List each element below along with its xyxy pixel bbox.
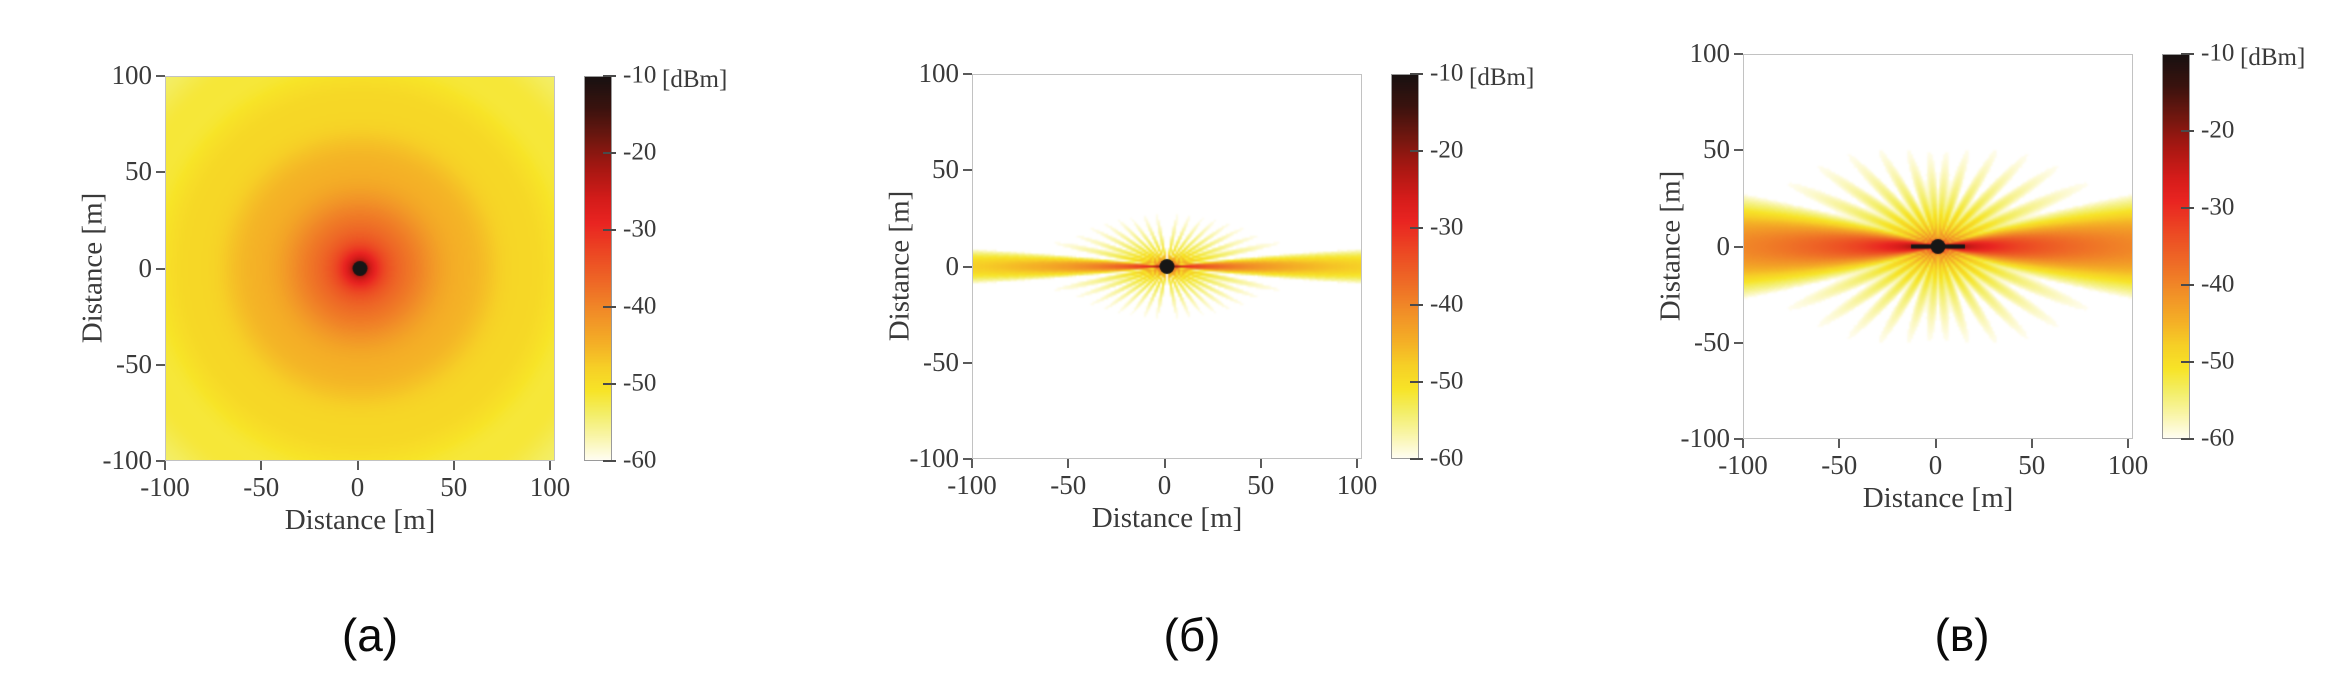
heatmap-canvas-b [973, 75, 1361, 458]
colorbar-tick-label: -30 [2201, 193, 2235, 221]
y-tick-label: 0 [138, 252, 153, 283]
colorbar-unit-label: [dBm] [1469, 64, 1535, 91]
colorbar-tick-label: -30 [1430, 213, 1464, 241]
x-tick-label: 0 [350, 472, 365, 502]
subplot-caption-a: (а) [341, 609, 399, 661]
colorbar-unit-label: [dBm] [2240, 44, 2306, 71]
colorbar-tick-label: -20 [623, 138, 657, 166]
colorbar-tick-label: -30 [623, 215, 657, 243]
colorbar-tick-label: -50 [2201, 347, 2235, 375]
y-tick-label: -50 [116, 348, 152, 379]
colorbar-tick-label: -60 [2201, 424, 2235, 452]
y-tick-label: 100 [1689, 37, 1731, 68]
colorbar-tick-label: -40 [623, 292, 657, 320]
x-tick-label: -100 [947, 470, 997, 500]
heatmap-canvas-a [166, 77, 554, 460]
x-tick-label: -100 [1718, 450, 1768, 480]
subplot-a: Distance [m] 100 50 0 -50 -100 -100 -50 … [76, 59, 728, 661]
colorbar-tick-label: -10 [623, 61, 657, 89]
heatmap-canvas-v [1744, 55, 2132, 438]
x-tick-label: -50 [243, 472, 280, 502]
heatmap-plot-v [1743, 54, 2133, 439]
y-tick-label: 50 [1703, 134, 1730, 165]
colorbar-tick-label: -50 [623, 369, 657, 397]
colorbar-tick-label: -10 [2201, 39, 2235, 67]
colorbar-canvas-a [585, 77, 611, 460]
colorbar-tick-label: -50 [1430, 367, 1464, 395]
x-tick-label: 100 [529, 472, 571, 502]
x-tick-label: 100 [1336, 470, 1378, 500]
heatmap-plot-b [972, 74, 1362, 459]
y-tick-label: 0 [1716, 230, 1731, 261]
x-tick-label: -50 [1050, 470, 1087, 500]
colorbar-tick-label: -10 [1430, 59, 1464, 87]
y-tick-label: -50 [923, 346, 959, 377]
x-tick-label: 50 [1247, 470, 1275, 500]
x-tick-label: -100 [140, 472, 190, 502]
subplot-caption-v: (в) [1934, 609, 1990, 661]
subplot-v: Distance [m] 100 50 0 -50 -100 -100 -50 … [1654, 37, 2306, 661]
y-tick-label: 100 [918, 57, 960, 88]
x-axis-label-v: Distance [m] [1862, 482, 2014, 514]
x-tick-label: 100 [2107, 450, 2149, 480]
y-tick-label: 50 [125, 156, 152, 187]
colorbar-tick-label: -60 [623, 446, 657, 474]
x-tick-label: 0 [1928, 450, 1943, 480]
colorbar-tick-label: -20 [2201, 116, 2235, 144]
x-axis-label-b: Distance [m] [1091, 502, 1243, 534]
x-axis-label-a: Distance [m] [284, 504, 436, 536]
colorbar-v [2162, 54, 2190, 439]
colorbar-canvas-b [1392, 75, 1418, 458]
x-tick-label: -50 [1821, 450, 1858, 480]
colorbar-unit-label: [dBm] [662, 66, 728, 93]
y-tick-label: -100 [909, 442, 960, 473]
x-tick-label: 50 [440, 472, 468, 502]
x-tick-label: 50 [2018, 450, 2046, 480]
colorbar-tick-label: -60 [1430, 444, 1464, 472]
x-tick-label: 0 [1157, 470, 1172, 500]
y-tick-label: -50 [1694, 326, 1730, 357]
y-tick-label: 50 [932, 154, 959, 185]
y-tick-label: -100 [102, 444, 153, 475]
colorbar-canvas-v [2163, 55, 2189, 438]
heatmap-plot-a [165, 76, 555, 461]
colorbar-a [584, 76, 612, 461]
colorbar-tick-label: -40 [2201, 270, 2235, 298]
y-tick-label: 0 [945, 250, 960, 281]
colorbar-tick-label: -40 [1430, 290, 1464, 318]
y-tick-label: 100 [111, 59, 153, 90]
colorbar-b [1391, 74, 1419, 459]
subplot-b: Distance [m] 100 50 0 -50 -100 -100 -50 … [883, 57, 1535, 661]
y-tick-label: -100 [1680, 422, 1731, 453]
colorbar-tick-label: -20 [1430, 136, 1464, 164]
subplot-caption-b: (б) [1163, 609, 1221, 661]
